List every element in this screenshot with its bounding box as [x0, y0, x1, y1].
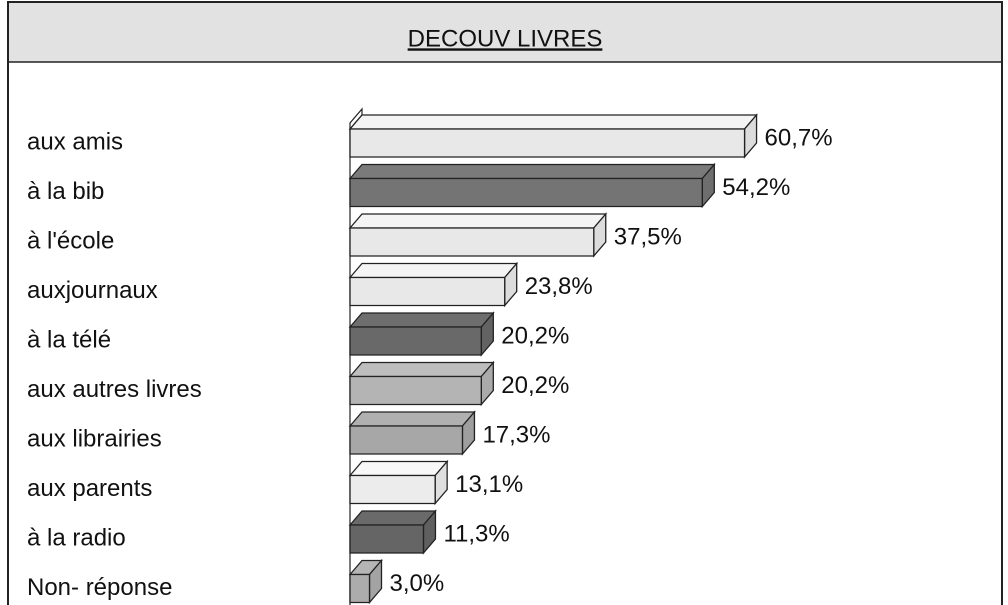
- bar-face: [348, 213, 608, 229]
- bar-face: [349, 573, 371, 604]
- value-label: 3,0%: [390, 570, 445, 597]
- bar: [348, 162, 716, 209]
- title-band: [9, 3, 1001, 62]
- bar: [348, 113, 758, 159]
- bar-face: [349, 326, 482, 356]
- bar: [348, 558, 383, 605]
- category-label: aux librairies: [27, 425, 162, 452]
- value-label: 13,1%: [455, 471, 523, 498]
- chart-title: DECOUV LIVRES: [408, 25, 603, 52]
- value-label: 17,3%: [482, 421, 550, 448]
- category-label: auxjournaux: [27, 277, 158, 304]
- value-label: 60,7%: [765, 124, 833, 151]
- bar: [348, 410, 476, 456]
- value-label: 23,8%: [525, 273, 593, 300]
- category-label: à la télé: [27, 326, 111, 353]
- value-label: 54,2%: [722, 174, 790, 201]
- category-label: aux amis: [27, 128, 123, 155]
- category-label: à la bib: [27, 178, 104, 205]
- bar-face: [349, 128, 746, 158]
- bar-face: [349, 425, 464, 455]
- bar-face: [348, 163, 716, 180]
- bar-face: [348, 411, 476, 427]
- bar-face: [349, 524, 425, 554]
- category-label: à la radio: [27, 524, 126, 551]
- bar-face: [348, 114, 758, 130]
- bar-face: [349, 227, 595, 257]
- bar-face: [348, 510, 437, 526]
- bar-face: [349, 375, 482, 406]
- bar: [348, 261, 519, 308]
- bar: [348, 509, 437, 555]
- category-label: Non- réponse: [27, 574, 172, 601]
- value-label: 20,2%: [501, 322, 569, 349]
- bar-face: [348, 460, 449, 477]
- bar-face: [348, 312, 495, 328]
- bar: [348, 212, 608, 258]
- category-label: à l'école: [27, 227, 114, 254]
- bar: [348, 360, 495, 407]
- bar-face: [349, 276, 506, 307]
- bar-face: [349, 177, 703, 208]
- value-label: 11,3%: [443, 520, 509, 547]
- bar-face: [348, 262, 519, 279]
- bar: [348, 459, 449, 506]
- value-label: 20,2%: [501, 372, 569, 399]
- bar-face: [348, 361, 495, 378]
- bar-face: [349, 474, 436, 505]
- value-label: 37,5%: [614, 223, 682, 250]
- category-label: aux parents: [27, 475, 152, 502]
- category-label: aux autres livres: [27, 376, 202, 403]
- bar: [348, 311, 495, 357]
